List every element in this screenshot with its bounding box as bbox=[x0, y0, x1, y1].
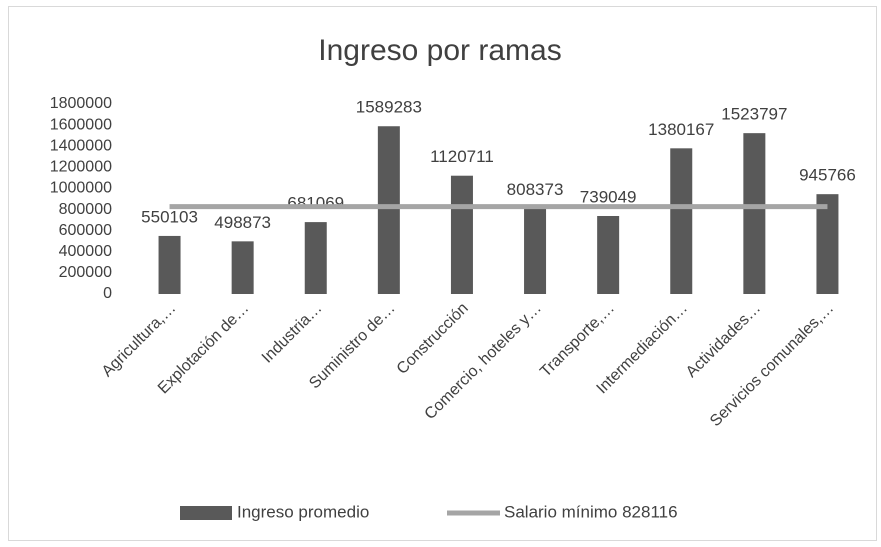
chart-title: Ingreso por ramas bbox=[318, 34, 561, 67]
legend-label: Salario mínimo 828116 bbox=[504, 502, 678, 521]
y-tick-label: 1000000 bbox=[50, 180, 112, 197]
bar bbox=[524, 208, 547, 294]
y-tick-label: 1200000 bbox=[50, 159, 112, 176]
y-tick-label: 1400000 bbox=[50, 137, 112, 154]
legend-label: Ingreso promedio bbox=[237, 502, 369, 521]
y-tick-label: 200000 bbox=[59, 264, 112, 281]
chart-border bbox=[8, 6, 877, 541]
bar bbox=[743, 133, 766, 294]
data-label: 945766 bbox=[799, 166, 856, 185]
y-tick-label: 400000 bbox=[59, 243, 112, 260]
bar bbox=[450, 175, 473, 294]
y-tick-label: 1600000 bbox=[50, 116, 112, 133]
data-label: 1120711 bbox=[430, 147, 494, 166]
data-label: 1523797 bbox=[721, 105, 787, 124]
bar bbox=[816, 194, 839, 294]
bar bbox=[377, 126, 400, 295]
bar bbox=[597, 215, 620, 294]
bar bbox=[158, 235, 181, 294]
data-label: 808373 bbox=[507, 180, 564, 199]
data-label: 550103 bbox=[141, 207, 198, 226]
data-label: 681069 bbox=[287, 194, 344, 213]
data-label: 1380167 bbox=[648, 120, 714, 139]
y-tick-label: 0 bbox=[103, 285, 112, 302]
y-tick-label: 600000 bbox=[59, 222, 112, 239]
data-label: 498873 bbox=[214, 213, 271, 232]
data-label: 739049 bbox=[580, 187, 637, 206]
y-tick-label: 800000 bbox=[59, 201, 112, 218]
bar bbox=[304, 222, 327, 294]
bar bbox=[670, 148, 693, 294]
data-label: 1589283 bbox=[356, 98, 422, 117]
bar bbox=[231, 241, 254, 294]
legend-swatch bbox=[180, 506, 232, 520]
y-tick-label: 1800000 bbox=[50, 95, 112, 112]
